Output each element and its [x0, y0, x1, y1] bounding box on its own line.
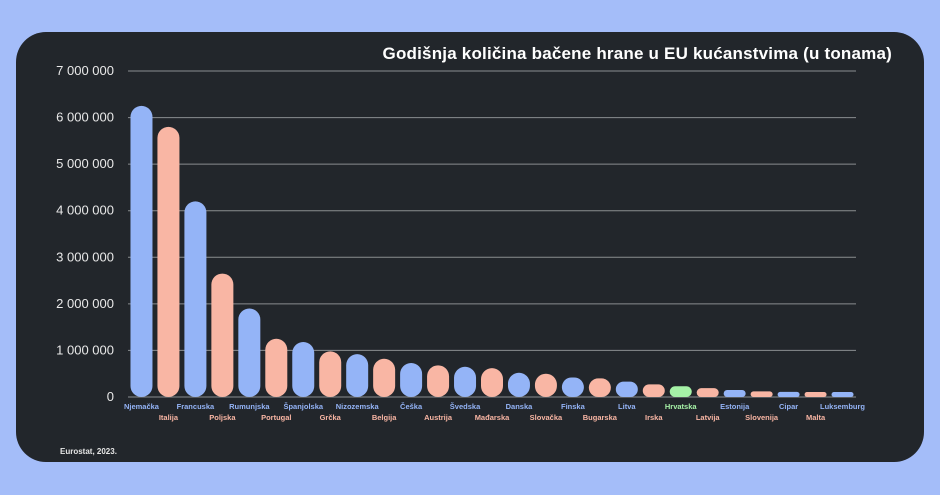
x-tick-label: Latvija: [696, 413, 721, 422]
y-tick-label: 7 000 000: [56, 63, 114, 78]
x-tick-label: Španjolska: [283, 402, 323, 411]
x-tick-label: Belgija: [372, 413, 397, 422]
y-tick-label: 3 000 000: [56, 249, 114, 264]
x-tick-label: Poljska: [209, 413, 236, 422]
x-tick-label: Finska: [561, 402, 586, 411]
bar: [265, 338, 288, 397]
bar: [292, 342, 315, 397]
bar: [561, 377, 584, 397]
bar: [130, 105, 153, 397]
bar: [346, 354, 369, 397]
bar: [831, 392, 854, 397]
x-tick-label: Italija: [159, 413, 179, 422]
x-tick-label: Cipar: [779, 402, 798, 411]
x-tick-label: Nizozemska: [336, 402, 380, 411]
bar: [400, 363, 423, 397]
bar: [723, 390, 746, 397]
x-tick-label: Češka: [400, 402, 423, 411]
y-tick-label: 6 000 000: [56, 110, 114, 125]
y-tick-label: 5 000 000: [56, 156, 114, 171]
bar: [588, 378, 611, 397]
bar: [238, 308, 261, 397]
x-tick-label: Švedska: [450, 402, 481, 411]
x-tick-label: Hrvatska: [665, 402, 698, 411]
x-tick-label: Rumunjska: [229, 402, 270, 411]
x-tick-label: Austrija: [424, 413, 453, 422]
x-tick-label: Grčka: [320, 413, 342, 422]
y-tick-label: 2 000 000: [56, 296, 114, 311]
bar: [804, 392, 827, 397]
bar: [696, 388, 719, 397]
y-tick-label: 1 000 000: [56, 342, 114, 357]
x-tick-label: Mađarska: [475, 413, 510, 422]
bar: [481, 368, 503, 397]
bar: [534, 373, 557, 397]
x-tick-label: Slovačka: [530, 413, 563, 422]
bar: [184, 201, 207, 397]
x-tick-label: Litva: [618, 402, 636, 411]
bar: [373, 358, 396, 397]
x-tick-label: Estonija: [720, 402, 750, 411]
bar: [777, 391, 800, 397]
y-tick-label: 4 000 000: [56, 203, 114, 218]
x-tick-label: Njemačka: [124, 402, 160, 411]
x-tick-label: Portugal: [261, 413, 291, 422]
bar: [615, 381, 638, 397]
x-tick-label: Luksemburg: [820, 402, 865, 411]
x-tick-label: Bugarska: [583, 413, 618, 422]
x-tick-label: Francuska: [177, 402, 215, 411]
bar: [157, 126, 180, 397]
bar: [319, 351, 342, 397]
bar: [642, 384, 665, 397]
bar: [454, 366, 477, 397]
x-tick-label: Malta: [806, 413, 826, 422]
bar: [507, 372, 530, 397]
bar: [750, 391, 773, 397]
x-tick-label: Danska: [506, 402, 534, 411]
x-tick-label: Slovenija: [745, 413, 779, 422]
bar: [427, 365, 450, 397]
chart-source: Eurostat, 2023.: [60, 447, 117, 456]
bar: [669, 386, 692, 397]
y-tick-label: 0: [107, 389, 114, 404]
chart-title: Godišnja količina bačene hrane u EU kuća…: [382, 44, 892, 63]
bar: [211, 273, 234, 397]
x-tick-label: Irska: [645, 413, 663, 422]
